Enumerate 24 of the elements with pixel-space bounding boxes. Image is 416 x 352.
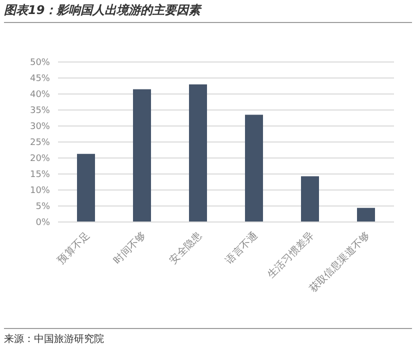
y-tick-label: 50% [30, 58, 50, 68]
y-tick-label: 30% [30, 122, 50, 132]
y-tick-label: 10% [30, 186, 50, 196]
y-tick-label: 25% [30, 138, 50, 148]
bar [245, 114, 263, 222]
x-tick-label: 时间不够 [111, 230, 148, 266]
bar [357, 208, 375, 222]
source-note: 来源：中国旅游研究院 [4, 332, 105, 346]
bar [301, 176, 319, 222]
y-tick-label: 40% [30, 90, 50, 100]
bar [133, 89, 151, 222]
y-tick-label: 5% [36, 202, 50, 212]
bar [77, 154, 95, 222]
x-tick-label: 语言不通 [223, 230, 260, 266]
x-tick-label: 生活习惯差异 [265, 230, 316, 281]
y-tick-label: 0% [36, 218, 50, 228]
y-tick-label: 15% [30, 170, 50, 180]
x-tick-label: 安全隐患 [167, 230, 204, 266]
y-tick-label: 35% [30, 106, 50, 116]
x-tick-label: 预算不足 [55, 230, 92, 266]
y-tick-label: 20% [30, 154, 50, 164]
chart-title: 图表19：影响国人出境游的主要因素 [4, 2, 412, 23]
bar [189, 84, 207, 222]
y-tick-label: 45% [30, 74, 50, 84]
